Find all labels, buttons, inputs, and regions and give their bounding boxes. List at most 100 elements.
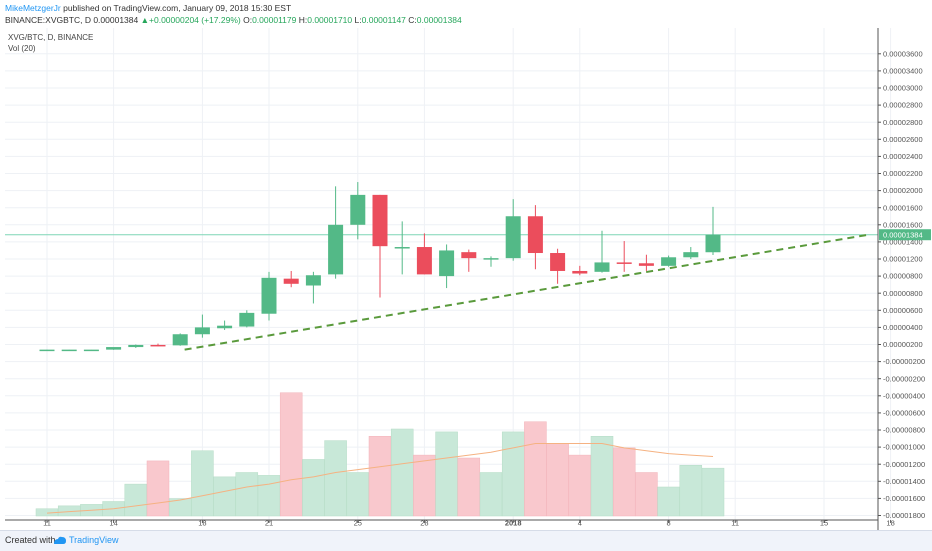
price-tick-label: 0.00002800 (883, 118, 923, 127)
time-tick-label: 28 (420, 519, 428, 528)
change-value: +0.00000204 (+17.29%) (149, 15, 241, 25)
volume-bar (679, 465, 703, 517)
publish-line: MikeMetzgerJr published on TradingView.c… (5, 3, 291, 13)
price-tick-label: -0.00000200 (883, 357, 925, 366)
candle-down (150, 344, 166, 347)
price-tick-label: 0.00002200 (883, 169, 923, 178)
candle-up (394, 247, 410, 249)
candle-down (372, 194, 388, 247)
change-arrow-icon: ▲ (140, 15, 150, 25)
price-tick-label: -0.00000600 (883, 409, 925, 418)
price-tick-label: -0.00000800 (883, 426, 925, 435)
price-tick-label: 0.00000400 (883, 323, 923, 332)
last-price-label-bg (879, 229, 931, 241)
candle-down (416, 247, 432, 275)
symbol-line: BINANCE:XVGBTC, D 0.00001384 (5, 15, 139, 25)
open-value: 0.00001179 (252, 15, 297, 25)
candle-down (638, 263, 654, 266)
grid-lines (5, 28, 892, 520)
candle-up (683, 252, 699, 258)
candle-up (194, 327, 210, 335)
volume-bar (146, 460, 170, 517)
candle-down (461, 252, 477, 259)
volume-bar (124, 483, 148, 517)
price-tick-label: -0.00001000 (883, 443, 925, 452)
volume-ma-line (46, 443, 714, 514)
candle-down (616, 262, 632, 264)
time-tick-label: 4 (578, 519, 582, 528)
candle-up (705, 234, 721, 253)
candle-up (483, 258, 499, 260)
time-tick-label: 18 (198, 519, 206, 528)
price-tick-label: -0.00001600 (883, 494, 925, 503)
chart-header: MikeMetzgerJr published on TradingView.c… (0, 0, 932, 28)
price-tick-label: 0.00002400 (883, 152, 923, 161)
price-tick-label: -0.00001400 (883, 477, 925, 486)
high-label: H: (298, 15, 308, 25)
candle-up (217, 325, 233, 329)
chart-legend: XVG/BTC, D, BINANCE Vol (20) (8, 33, 93, 53)
time-tick-label: 14 (109, 519, 117, 528)
volume-bar (479, 472, 503, 517)
candle-up (350, 194, 366, 225)
volume-legend: Vol (20) (8, 44, 36, 53)
time-tick-label: 11 (731, 519, 739, 528)
candle-up (128, 344, 144, 348)
volume-bar (568, 454, 592, 517)
close-value: 0.00001384 (416, 15, 462, 25)
tradingview-logo-icon (54, 536, 66, 544)
price-tick-label: 0.00003400 (883, 67, 923, 76)
ohlc-line: BINANCE:XVGBTC, D 0.00001384 ▲+0.0000020… (5, 15, 462, 25)
volume-bar (524, 421, 547, 517)
candle-up (239, 312, 255, 327)
price-tick-label: 0.00002000 (883, 186, 923, 195)
volume-bar (657, 486, 680, 517)
volume-bar (324, 440, 347, 517)
time-tick-label: 25 (354, 519, 362, 528)
volume-bar (235, 472, 259, 517)
time-tick-label: 8 (667, 519, 671, 528)
price-tick-label: -0.00000400 (883, 391, 925, 400)
price-tick-label: 0.00000800 (883, 289, 923, 298)
price-tick-label: -0.00001800 (883, 511, 925, 520)
price-tick-label: 0.00001600 (883, 203, 923, 212)
tradingview-brand-link[interactable]: TradingView (69, 535, 119, 545)
candle-up (39, 349, 55, 352)
volume-bar (635, 472, 658, 517)
volume-bar (701, 467, 725, 517)
candle-up (305, 275, 321, 286)
time-axis[interactable]: 11 14 18 21 25 28 2018 4 8 11 15 18 (43, 519, 895, 528)
volume-bars (35, 392, 725, 517)
volume-bar (368, 436, 392, 517)
close-label: C: (408, 15, 417, 25)
volume-bar (612, 447, 636, 517)
candle-down (527, 216, 543, 254)
candle-up (261, 277, 277, 314)
volume-bar (390, 428, 414, 517)
volume-bar (413, 454, 436, 517)
candle-up (594, 262, 610, 272)
volume-bar (590, 436, 614, 517)
trendline[interactable] (184, 233, 869, 351)
published-text: published on TradingView.com, January 09… (60, 3, 292, 13)
candle-up (106, 347, 122, 350)
created-with-text: Created with (5, 535, 56, 545)
price-tick-label: 0.00000600 (883, 306, 923, 315)
time-tick-label: 11 (43, 519, 51, 528)
price-tick-label: -0.00002000 (883, 528, 925, 530)
author-link[interactable]: MikeMetzgerJr (5, 3, 61, 13)
price-tick-label: 0.00001400 (883, 238, 923, 247)
volume-ma (46, 443, 714, 514)
price-axis[interactable]: -0.00002000 -0.00001800 -0.00001600 -0.0000… (878, 49, 925, 530)
candle-up (83, 349, 99, 352)
last-price-label: 0.00001384 (883, 230, 923, 239)
volume-bar (501, 431, 525, 517)
candle-up (661, 257, 677, 266)
price-tick-label: -0.00001200 (883, 460, 925, 469)
open-label: O: (243, 15, 253, 25)
volume-bar (346, 472, 370, 517)
price-tick-label: 0.00002800 (883, 101, 923, 110)
candle-up (439, 250, 455, 277)
price-tick-label: 0.00000800 (883, 272, 923, 281)
